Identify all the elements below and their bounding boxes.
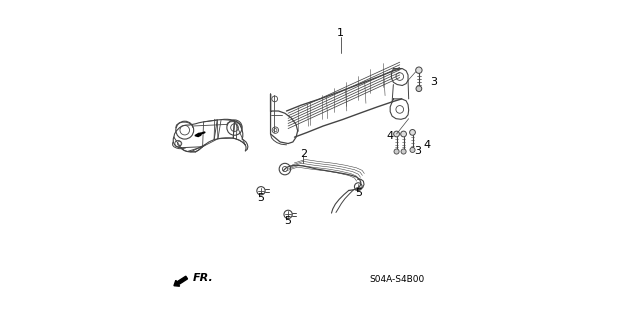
Text: 5: 5 [285, 216, 292, 226]
Text: 4: 4 [424, 140, 431, 150]
Circle shape [416, 86, 422, 92]
Text: 3: 3 [414, 146, 420, 156]
Text: 2: 2 [300, 149, 307, 159]
Circle shape [410, 147, 415, 152]
Circle shape [394, 131, 399, 137]
Text: 5: 5 [355, 188, 362, 198]
Text: FR.: FR. [193, 273, 213, 283]
FancyArrow shape [174, 276, 188, 286]
Text: 1: 1 [337, 28, 344, 39]
Circle shape [401, 131, 406, 137]
Text: 4: 4 [387, 130, 394, 141]
Polygon shape [195, 133, 202, 137]
Text: 3: 3 [429, 77, 436, 87]
Circle shape [394, 149, 399, 154]
Circle shape [401, 149, 406, 154]
Text: 5: 5 [257, 193, 264, 203]
Circle shape [416, 67, 422, 73]
Circle shape [410, 130, 415, 135]
Text: S04A-S4B00: S04A-S4B00 [369, 275, 424, 284]
